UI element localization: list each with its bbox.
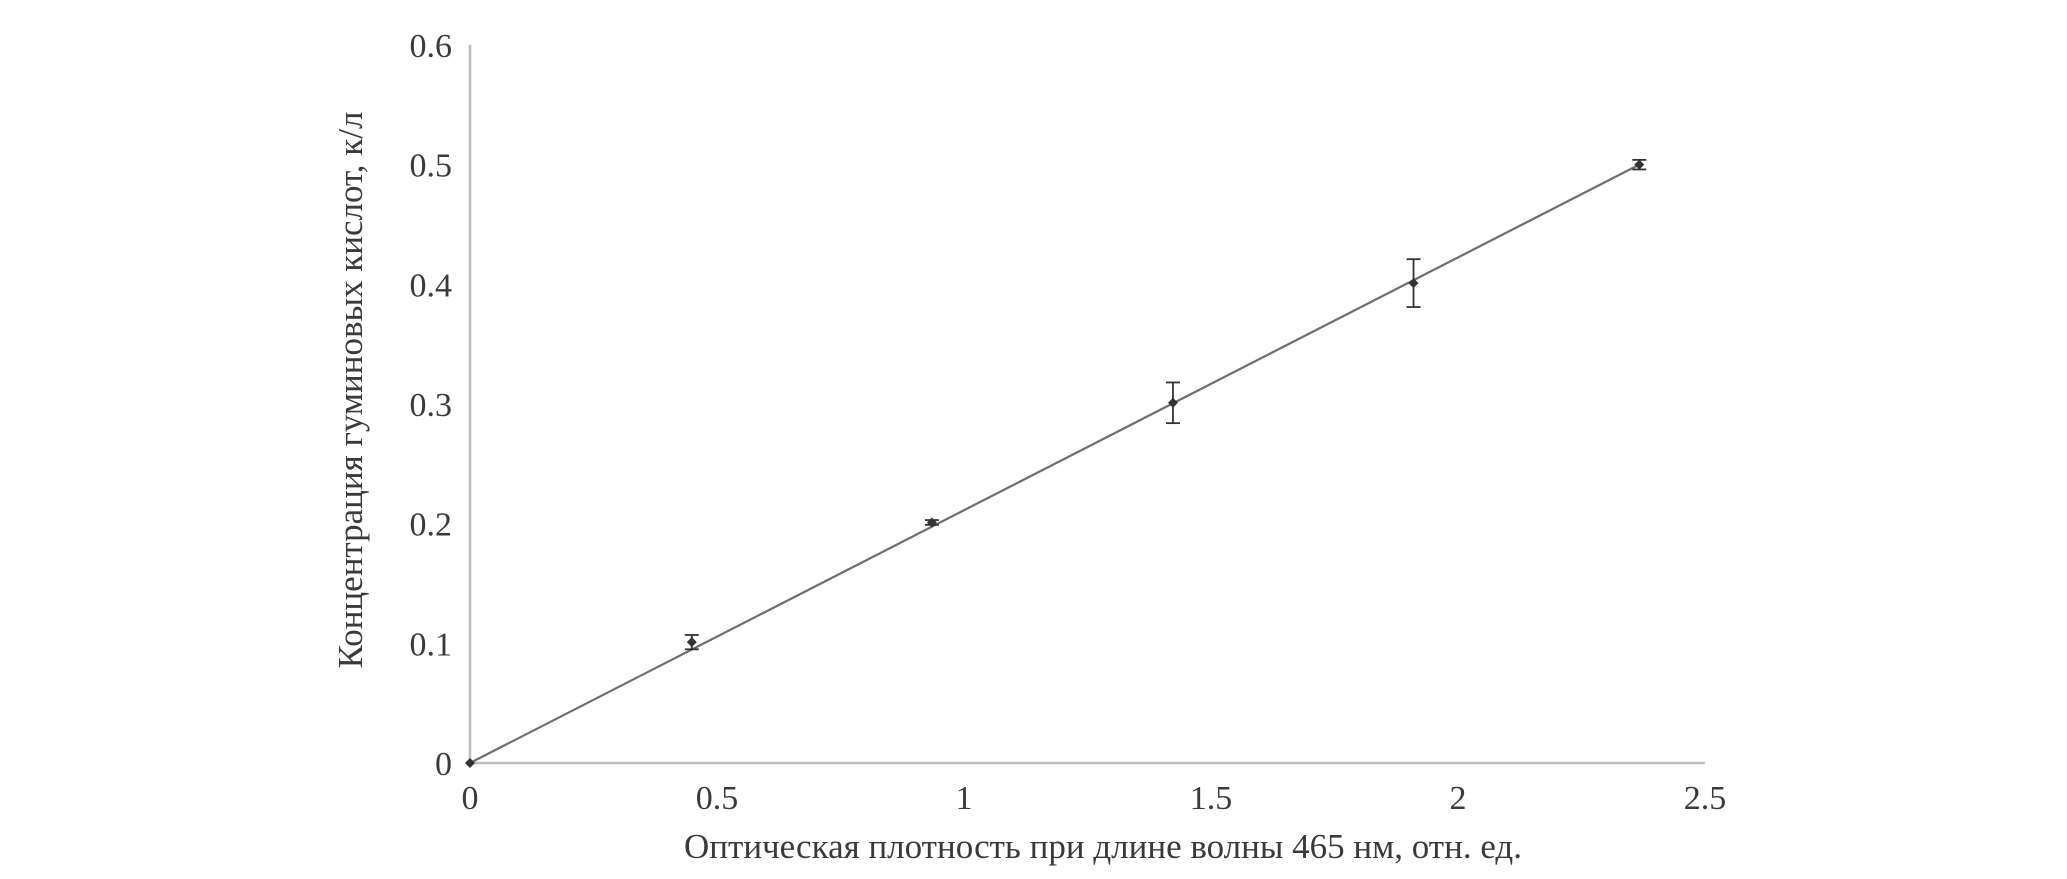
data-point	[465, 758, 475, 768]
data-point	[1167, 397, 1178, 408]
y-tick-label: 0.2	[410, 507, 453, 544]
x-tick-label: 0.5	[696, 780, 739, 817]
tick-labels: 0 0.5 1 1.5 2 2.5 0 0.1 0.2 0.3 0.4 0.5 0.6	[410, 28, 1727, 817]
y-tick-label: 0.6	[410, 28, 453, 65]
y-tick-label: 0.4	[410, 267, 453, 304]
data-points	[465, 159, 1645, 768]
x-tick-label: 1	[956, 780, 973, 817]
x-tick-label: 2.5	[1684, 780, 1727, 817]
data-point	[1634, 159, 1645, 170]
x-axis-title: Оптическая плотность при длине волны 465…	[684, 827, 1522, 866]
y-tick-label: 0.3	[410, 387, 453, 424]
y-tick-label: 0	[435, 746, 452, 783]
x-tick-label: 1.5	[1190, 780, 1233, 817]
trendline	[469, 163, 1640, 764]
y-tick-label: 0.1	[410, 626, 453, 663]
trendline-segment	[469, 163, 1640, 764]
x-tick-label: 2	[1450, 780, 1467, 817]
y-axis-title: Концентрация гуминовых кислот, к/л	[331, 112, 370, 669]
x-tick-label: 0	[462, 780, 479, 817]
axes	[468, 45, 1705, 765]
data-point	[926, 517, 937, 528]
error-bars	[684, 158, 1647, 651]
data-point	[686, 637, 697, 648]
data-point	[1408, 278, 1419, 289]
y-tick-label: 0.5	[410, 148, 453, 185]
